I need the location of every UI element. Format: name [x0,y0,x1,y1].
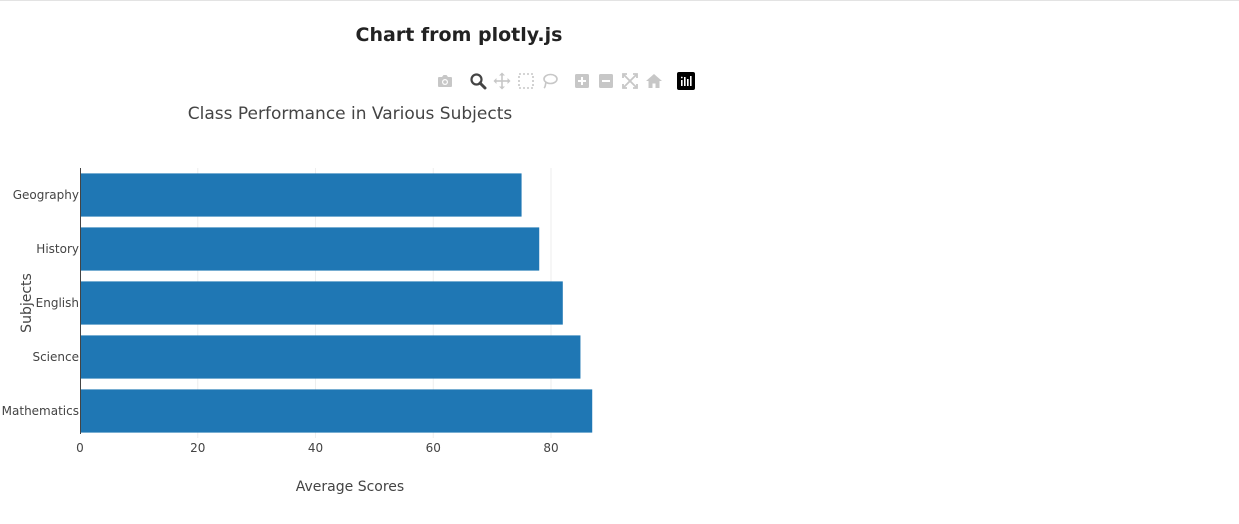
chart-title: Class Performance in Various Subjects [188,104,513,124]
x-tick-label: 80 [543,441,558,455]
y-tick-label: History [36,242,79,256]
y-tick-label: Mathematics [2,404,79,418]
camera-icon[interactable] [436,72,454,90]
autoscale-icon[interactable] [621,72,639,90]
plotly-logo-icon[interactable] [677,72,695,90]
y-tick-label: English [36,296,79,310]
bar-mathematics[interactable] [81,389,593,433]
y-axis-title: Subjects [19,273,35,333]
y-tick-label: Geography [13,188,79,202]
x-tick-label: 40 [308,441,323,455]
zoom-out-icon[interactable] [597,72,615,90]
pan-icon[interactable] [493,72,511,90]
lasso-select-icon[interactable] [541,72,559,90]
zoom-in-icon[interactable] [573,72,591,90]
x-tick-labels: 0 20 40 60 80 [76,441,558,455]
bar-english[interactable] [81,281,563,325]
y-tick-label: Science [32,350,79,364]
x-tick-label: 0 [76,441,84,455]
x-tick-label: 20 [190,441,205,455]
x-tick-label: 60 [426,441,441,455]
bar-science[interactable] [81,335,581,379]
bar-geography[interactable] [81,173,522,217]
bar-history[interactable] [81,227,540,271]
bars [81,173,593,433]
box-select-icon[interactable] [517,72,535,90]
zoom-icon[interactable] [469,72,487,90]
x-axis-title: Average Scores [296,479,404,495]
page-title: Chart from plotly.js [355,24,563,46]
top-border [0,0,1239,1]
y-tick-labels: Mathematics Science English History Geograph… [2,188,79,418]
reset-axes-icon[interactable] [645,72,663,90]
